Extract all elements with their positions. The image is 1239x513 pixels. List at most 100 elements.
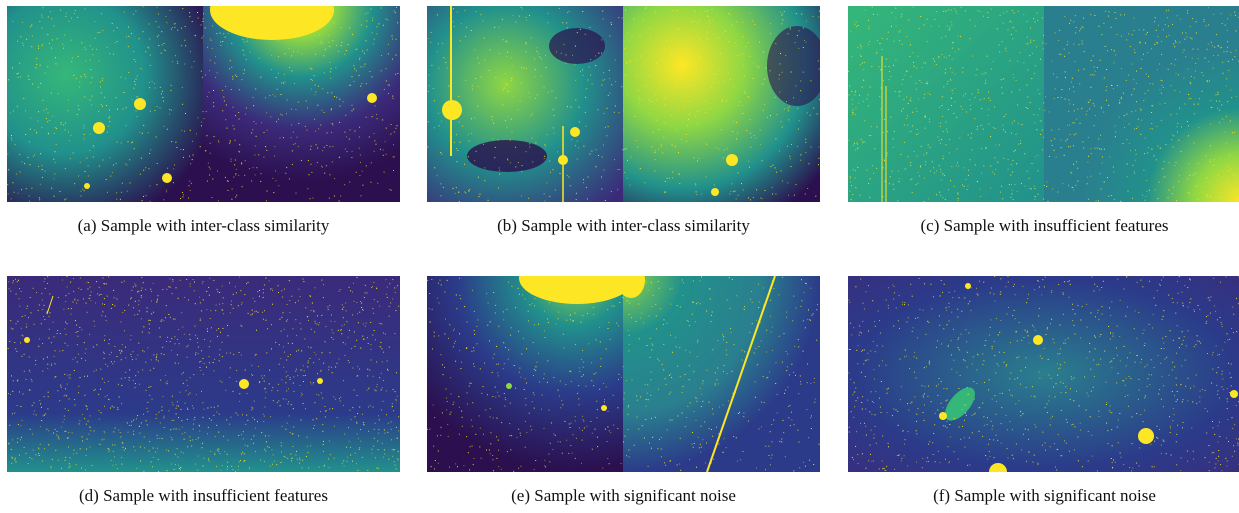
noise-speck: [1069, 103, 1071, 105]
noise-speck: [101, 439, 103, 441]
noise-speck: [285, 428, 287, 430]
noise-speck: [946, 128, 947, 130]
noise-speck: [935, 64, 937, 65]
noise-speck: [68, 293, 70, 295]
noise-speck: [57, 330, 59, 332]
noise-speck: [60, 123, 62, 125]
noise-speck: [1157, 36, 1159, 38]
noise-speck: [800, 381, 801, 383]
noise-speck: [468, 190, 470, 191]
noise-speck: [10, 198, 12, 200]
noise-speck: [1167, 197, 1169, 199]
noise-speck: [663, 319, 665, 321]
noise-speck: [227, 189, 229, 191]
noise-speck: [675, 87, 677, 88]
noise-speck: [565, 384, 567, 385]
noise-speck: [722, 157, 724, 159]
noise-speck: [1235, 30, 1237, 32]
noise-speck: [1234, 14, 1236, 16]
noise-speck: [851, 99, 853, 101]
noise-speck: [862, 142, 864, 144]
noise-speck: [54, 428, 56, 430]
noise-speck: [722, 451, 724, 453]
noise-speck: [1099, 59, 1101, 61]
noise-speck: [718, 148, 720, 150]
noise-speck: [334, 178, 336, 180]
noise-speck: [975, 74, 977, 76]
noise-speck: [284, 351, 285, 353]
noise-speck: [1057, 97, 1059, 98]
noise-speck: [923, 419, 925, 421]
noise-speck: [11, 139, 13, 141]
noise-speck: [31, 458, 33, 460]
noise-speck: [241, 186, 243, 188]
noise-speck: [21, 161, 23, 163]
noise-speck: [29, 457, 31, 458]
noise-speck: [780, 170, 782, 172]
noise-speck: [1167, 68, 1169, 70]
noise-speck: [284, 81, 286, 83]
noise-speck: [156, 36, 158, 38]
noise-speck: [391, 35, 393, 37]
noise-speck: [316, 162, 318, 164]
noise-speck: [244, 294, 246, 296]
noise-speck: [1133, 30, 1135, 31]
noise-speck: [624, 277, 626, 279]
noise-speck: [969, 99, 971, 101]
noise-speck: [638, 99, 640, 101]
noise-speck: [280, 358, 282, 360]
noise-speck: [222, 303, 224, 305]
noise-speck: [1113, 171, 1115, 173]
noise-speck: [172, 27, 173, 28]
noise-speck: [524, 298, 526, 300]
noise-speck: [390, 302, 392, 304]
noise-speck: [232, 390, 234, 392]
noise-speck: [102, 311, 104, 313]
noise-speck: [93, 430, 95, 432]
noise-speck: [268, 21, 270, 23]
noise-speck: [518, 467, 520, 469]
noise-speck: [208, 91, 210, 93]
noise-speck: [639, 168, 641, 170]
noise-speck: [390, 439, 392, 441]
noise-speck: [193, 374, 195, 376]
noise-speck: [302, 365, 304, 367]
noise-speck: [348, 138, 350, 140]
noise-speck: [62, 350, 64, 352]
noise-speck: [517, 109, 519, 110]
noise-speck: [506, 56, 508, 58]
noise-speck: [294, 302, 296, 304]
noise-speck: [695, 303, 697, 305]
noise-speck: [1010, 20, 1012, 22]
noise-speck: [903, 124, 905, 126]
noise-speck: [468, 385, 470, 387]
noise-speck: [1076, 118, 1078, 120]
noise-speck: [494, 146, 496, 148]
noise-speck: [962, 95, 964, 97]
noise-speck: [350, 446, 351, 448]
noise-speck: [736, 54, 738, 56]
noise-speck: [1235, 297, 1237, 299]
noise-speck: [22, 393, 24, 395]
noise-speck: [706, 22, 708, 24]
noise-speck: [353, 282, 354, 284]
noise-speck: [1111, 195, 1113, 196]
noise-speck: [596, 400, 598, 402]
panel-e-image: [427, 276, 820, 472]
noise-speck: [691, 21, 693, 22]
noise-speck: [1041, 149, 1043, 151]
noise-speck: [781, 361, 783, 363]
noise-speck: [1178, 74, 1179, 76]
noise-speck: [244, 369, 246, 371]
noise-speck: [317, 147, 319, 149]
noise-speck: [1201, 90, 1203, 92]
noise-speck: [1018, 322, 1020, 323]
noise-speck: [189, 12, 191, 14]
noise-speck: [166, 191, 168, 193]
noise-speck: [654, 151, 656, 153]
noise-speck: [1005, 114, 1007, 115]
noise-speck: [675, 11, 677, 13]
noise-speck: [1210, 296, 1212, 298]
noise-speck: [447, 424, 449, 425]
noise-speck: [1133, 17, 1135, 19]
